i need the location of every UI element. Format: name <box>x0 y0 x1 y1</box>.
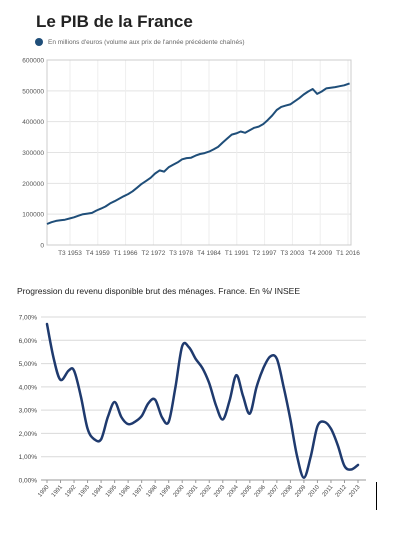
rdb-x-tick-label: 2010 <box>308 484 322 499</box>
pib-x-tick-label: T3 1953 <box>58 250 82 257</box>
pib-x-tick-label: T1 2016 <box>336 250 360 257</box>
rdb-x-tick-label: 1998 <box>146 484 160 499</box>
pib-x-tick-label: T3 2003 <box>280 250 304 257</box>
pib-y-tick-label: 400000 <box>22 119 44 126</box>
pib-series-line <box>46 82 350 225</box>
rdb-x-tick-label: 2002 <box>200 484 214 499</box>
pib-y-tick-label: 0 <box>40 243 44 250</box>
rdb-x-tick-label: 1996 <box>118 484 132 499</box>
rdb-x-tick-label: 2007 <box>267 484 281 499</box>
rdb-x-tick-label: 2004 <box>227 484 241 499</box>
pib-x-tick-label: T3 1978 <box>169 250 193 257</box>
pib-x-tick-label: T1 1991 <box>225 250 249 257</box>
pib-x-tick-label: T4 1984 <box>197 250 221 257</box>
rdb-x-tick-label: 2003 <box>213 484 227 499</box>
rdb-chart: 0,00% 1,00% 2,00% 3,00% 4,00% 5,00% 6,00% 7,00%… <box>19 315 366 499</box>
rdb-x-tick-label: 2001 <box>186 484 200 499</box>
rdb-y-tick-label: 3,00% <box>19 408 38 415</box>
rdb-x-tick-label: 2006 <box>254 484 268 499</box>
pib-axis: 0 100000 200000 300000 400000 500000 600000 T3 … <box>22 58 360 258</box>
rdb-y-tick-label: 4,00% <box>19 384 38 391</box>
pib-chart: 0 100000 200000 300000 400000 500000 600000 T3 … <box>22 58 360 258</box>
rdb-chart-title: Progression du revenu disponible brut de… <box>17 286 301 296</box>
rdb-axis: 0,00% 1,00% 2,00% 3,00% 4,00% 5,00% 6,00% 7,00%… <box>19 315 362 499</box>
pib-y-tick-label: 200000 <box>22 181 44 188</box>
pib-grid <box>46 59 352 246</box>
rdb-x-tick-label: 2000 <box>173 484 187 499</box>
pib-line-group <box>46 82 350 225</box>
pib-x-tick-label: T4 1959 <box>86 250 110 257</box>
pib-plot-frame <box>46 59 352 246</box>
rdb-x-tick-label: 1995 <box>105 484 119 499</box>
rdb-y-tick-label: 1,00% <box>19 454 38 461</box>
pib-x-tick-label: T2 1997 <box>253 250 277 257</box>
rdb-x-tick-label: 1997 <box>132 484 146 499</box>
pib-x-tick-label: T4 2009 <box>308 250 332 257</box>
rdb-x-tick-label: 2011 <box>322 484 335 498</box>
pib-legend-label: En millions d'euros (volume aux prix de … <box>48 38 245 46</box>
rdb-y-tick-label: 5,00% <box>19 361 38 368</box>
pib-x-tick-label: T1 1966 <box>114 250 138 257</box>
rdb-x-tick-label: 1992 <box>64 484 78 499</box>
rdb-grid <box>41 316 366 481</box>
rdb-x-tick-label: 1994 <box>91 484 105 499</box>
pib-chart-title: Le PIB de la France <box>36 12 193 31</box>
rdb-y-tick-label: 0,00% <box>19 478 38 485</box>
rdb-x-tick-label: 1999 <box>159 484 173 499</box>
pib-x-tick-label: T2 1972 <box>141 250 165 257</box>
rdb-x-tick-label: 2009 <box>294 484 308 499</box>
rdb-x-tick-label: 2012 <box>335 484 349 499</box>
pib-y-tick-label: 600000 <box>22 58 44 65</box>
rdb-y-tick-label: 2,00% <box>19 431 38 438</box>
rdb-x-tick-label: 1993 <box>78 484 92 499</box>
right-border-mark <box>376 482 377 510</box>
rdb-x-tick-label: 2005 <box>240 484 254 499</box>
pib-y-tick-label: 300000 <box>22 150 44 157</box>
rdb-x-tick-label: 1991 <box>51 484 65 499</box>
rdb-y-tick-label: 7,00% <box>19 315 38 322</box>
rdb-x-tick-label: 2013 <box>348 484 362 499</box>
pib-legend: En millions d'euros (volume aux prix de … <box>35 38 245 46</box>
rdb-x-tick-label: 1990 <box>37 484 51 499</box>
rdb-x-tick-label: 2008 <box>281 484 295 499</box>
pib-y-tick-label: 100000 <box>22 212 44 219</box>
rdb-line-group <box>45 322 360 479</box>
rdb-y-tick-label: 6,00% <box>19 338 38 345</box>
rdb-series-line <box>45 322 360 479</box>
pib-y-tick-label: 500000 <box>22 88 44 95</box>
legend-marker <box>35 38 43 46</box>
